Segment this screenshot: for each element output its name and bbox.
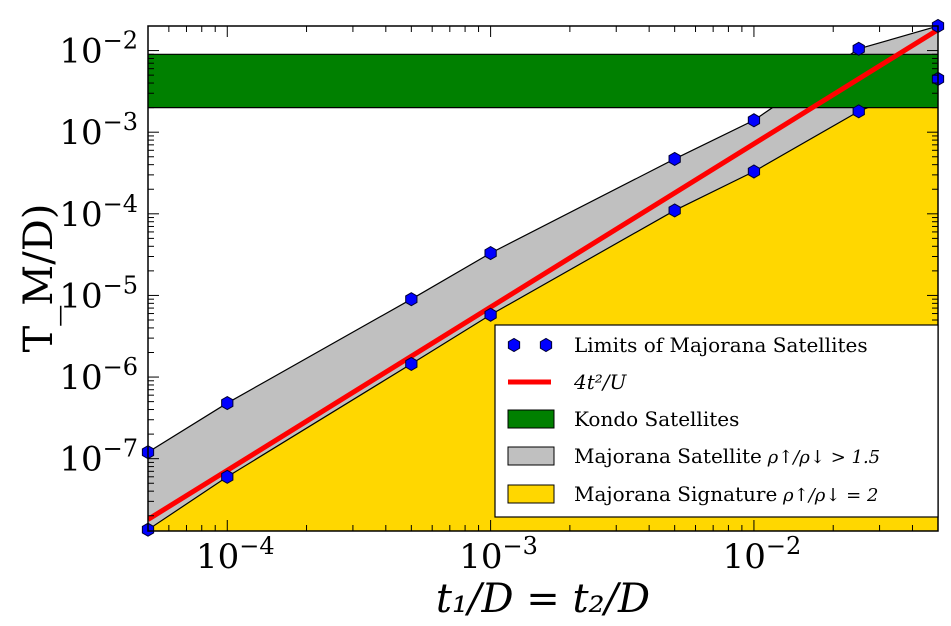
signature-upper-edge bbox=[148, 78, 938, 531]
x-tick-label: 10−3 bbox=[459, 532, 538, 577]
y-tick-label: 10−6 bbox=[59, 353, 138, 398]
limit-marker bbox=[221, 469, 234, 484]
y-axis-label: T_M/D) bbox=[16, 204, 62, 353]
y-tick-label: 10−7 bbox=[59, 435, 138, 480]
kondo-satellites-band bbox=[148, 53, 938, 109]
y-tick-label: 10−5 bbox=[59, 271, 138, 316]
y-tick-label: 10−4 bbox=[59, 190, 138, 235]
legend-label: Limits of Majorana Satellites bbox=[574, 333, 868, 357]
limit-marker bbox=[484, 246, 497, 261]
legend-patch-icon bbox=[507, 409, 555, 429]
legend-label: Majorana Signature ρ↑/ρ↓ = 2 bbox=[574, 482, 878, 506]
limit-marker bbox=[484, 307, 497, 322]
limit-marker bbox=[852, 104, 865, 119]
limit-marker bbox=[405, 356, 418, 371]
limit-marker bbox=[221, 395, 234, 411]
legend-box bbox=[494, 324, 939, 518]
legend-item: Majorana Signature ρ↑/ρ↓ = 2 bbox=[507, 482, 878, 506]
legend-label: 4t²/U bbox=[573, 370, 628, 394]
y-tick-label: 10−3 bbox=[59, 108, 138, 153]
legend: Limits of Majorana Satellites 4t²/U Kondo … bbox=[494, 324, 939, 518]
legend-item: Kondo Satellites bbox=[507, 407, 739, 431]
legend-patch-icon bbox=[507, 446, 555, 466]
limit-marker bbox=[747, 113, 761, 128]
axis-ticks: 10−4 10−3 10−2 10−7 10−6 10−5 10−4 10−3 10−2 bbox=[59, 25, 939, 577]
x-tick-label: 10−2 bbox=[723, 532, 802, 577]
y-tick-label: 10−2 bbox=[59, 27, 138, 72]
legend-item: Majorana Satellite ρ↑/ρ↓ > 1.5 bbox=[507, 444, 880, 468]
limit-marker bbox=[668, 151, 681, 167]
legend-label: Kondo Satellites bbox=[574, 407, 739, 431]
limit-marker bbox=[747, 164, 761, 179]
legend-marker-icon bbox=[539, 337, 553, 353]
limit-marker bbox=[668, 203, 681, 218]
legend-item: 4t²/U bbox=[508, 370, 628, 394]
line-4t2-over-u bbox=[148, 27, 938, 522]
limit-marker bbox=[405, 292, 418, 307]
legend-label: Majorana Satellite ρ↑/ρ↓ > 1.5 bbox=[574, 444, 880, 468]
marker-layer bbox=[141, 18, 945, 537]
legend-item: Limits of Majorana Satellites bbox=[507, 333, 868, 357]
limit-marker bbox=[852, 41, 865, 56]
x-tick-label: 10−4 bbox=[196, 532, 275, 577]
x-axis-label: t₁/D = t₂/D bbox=[436, 576, 650, 622]
plot-frame bbox=[147, 25, 939, 532]
legend-patch-icon bbox=[507, 484, 555, 504]
legend-marker-icon bbox=[507, 337, 521, 353]
